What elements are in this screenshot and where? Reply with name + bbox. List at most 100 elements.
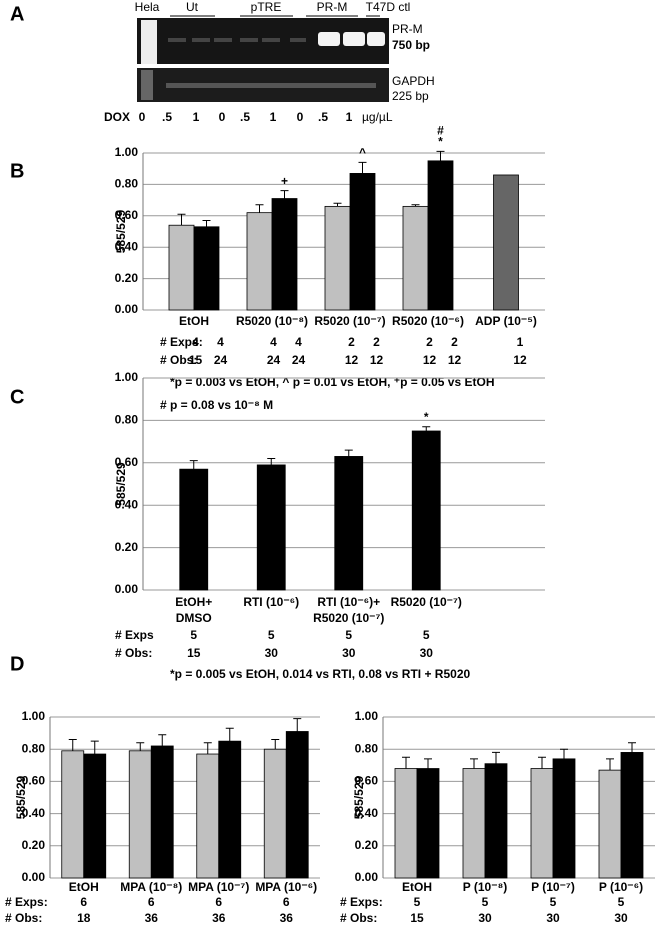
y-tick-label: 0.80	[355, 741, 379, 755]
y-tick-label: 0.60	[22, 774, 46, 788]
row-value: 4	[270, 335, 277, 349]
dose: 1	[193, 110, 200, 124]
y-tick-label: 0.40	[115, 239, 139, 253]
row-label: # Exps	[115, 628, 154, 642]
row-value: 5	[345, 628, 352, 642]
x-tick-label: R5020 (10⁻⁷)	[314, 314, 385, 328]
dose: 0	[297, 110, 304, 124]
bar	[598, 769, 622, 879]
row-value: 4	[192, 335, 199, 349]
row-value: 5	[550, 895, 557, 909]
row-value: 6	[283, 895, 290, 909]
bar	[128, 750, 152, 879]
lane-label: Ut	[186, 0, 199, 14]
y-tick-label: 1.00	[22, 709, 46, 723]
error-bar	[628, 742, 636, 753]
bar	[416, 768, 440, 879]
row-value: 5	[268, 628, 275, 642]
row-label: # Obs:	[340, 911, 377, 925]
error-bar	[333, 202, 342, 207]
band-name: PR-M	[392, 22, 423, 36]
row-value: 30	[614, 911, 628, 925]
dose: .5	[318, 110, 328, 124]
footnote: *p = 0.005 vs EtOH, 0.014 vs RTI, 0.08 v…	[170, 667, 470, 681]
ladder	[141, 20, 157, 64]
bar	[218, 740, 242, 879]
error-bar	[470, 758, 478, 769]
bar	[493, 174, 519, 311]
footnote: # p = 0.08 vs 10⁻⁸ M	[160, 398, 273, 412]
error-bar	[436, 150, 445, 161]
x-tick-label: P (10⁻⁶)	[599, 880, 643, 894]
y-tick-label: 0.60	[355, 774, 379, 788]
x-tick-label: RTI (10⁻⁶)	[243, 595, 299, 609]
bar	[411, 430, 441, 591]
row-value: 15	[189, 353, 203, 367]
row-value: 4	[295, 335, 302, 349]
ladder	[141, 70, 153, 100]
error-bar	[189, 460, 198, 470]
row-value: 5	[423, 628, 430, 642]
significance-mark: ^	[359, 146, 366, 160]
bar	[620, 752, 644, 879]
dose: .5	[162, 110, 172, 124]
row-value: 5	[618, 895, 625, 909]
y-tick-label: 0.80	[115, 413, 139, 427]
x-tick-label: R5020 (10⁻⁷)	[391, 595, 462, 609]
error-bar	[560, 748, 568, 759]
row-value: 12	[345, 353, 359, 367]
dose: 1	[346, 110, 353, 124]
bar	[61, 750, 85, 879]
error-bar	[538, 756, 546, 769]
bar	[334, 456, 364, 591]
x-tick-label: EtOH+	[175, 595, 212, 609]
error-bar	[136, 742, 145, 751]
error-bar	[402, 756, 410, 769]
bar	[285, 731, 309, 879]
row-value: 12	[370, 353, 384, 367]
row-value: 2	[426, 335, 433, 349]
error-bar	[344, 449, 353, 457]
x-tick-label: MPA (10⁻⁸)	[120, 880, 182, 894]
bar	[150, 745, 174, 879]
y-axis-label: 585/529	[352, 775, 366, 819]
y-tick-label: 0.60	[115, 208, 139, 222]
y-tick-label: 0.40	[355, 806, 379, 820]
row-value: 2	[451, 335, 458, 349]
error-bar	[293, 718, 302, 732]
y-tick-label: 1.00	[355, 709, 379, 723]
bar	[271, 198, 298, 311]
lane-label: pTRE	[251, 0, 282, 14]
y-tick-label: 0.00	[115, 302, 139, 316]
y-tick-label: 0.20	[115, 540, 139, 554]
y-tick-label: 0.60	[115, 455, 139, 469]
error-bar	[492, 751, 500, 764]
row-value: 2	[348, 335, 355, 349]
row-value: 5	[414, 895, 421, 909]
x-tick-label: R5020 (10⁻⁷)	[313, 611, 384, 625]
lane-label: Hela	[135, 0, 160, 14]
row-value: 6	[215, 895, 222, 909]
dose-unit: µg/µL	[362, 110, 393, 124]
error-bar	[177, 213, 186, 226]
lane-label: PR-M	[317, 0, 348, 14]
significance-mark: *	[424, 410, 429, 424]
y-tick-label: 0.00	[22, 870, 46, 884]
error-bar	[358, 161, 367, 174]
row-value: 2	[373, 335, 380, 349]
bar	[83, 753, 107, 879]
panel-label: B	[10, 160, 24, 182]
x-tick-label: EtOH	[179, 314, 209, 328]
y-tick-label: 1.00	[115, 370, 139, 384]
bar	[552, 758, 576, 879]
faint-bands	[168, 38, 306, 42]
row-value: 6	[148, 895, 155, 909]
bar	[394, 768, 418, 879]
y-tick-label: 0.40	[22, 806, 46, 820]
gapdh-bands	[166, 83, 376, 88]
bar	[462, 768, 486, 879]
y-tick-label: 0.80	[22, 741, 46, 755]
lane-label: T47D ctl	[366, 0, 411, 14]
row-value: 18	[77, 911, 91, 925]
